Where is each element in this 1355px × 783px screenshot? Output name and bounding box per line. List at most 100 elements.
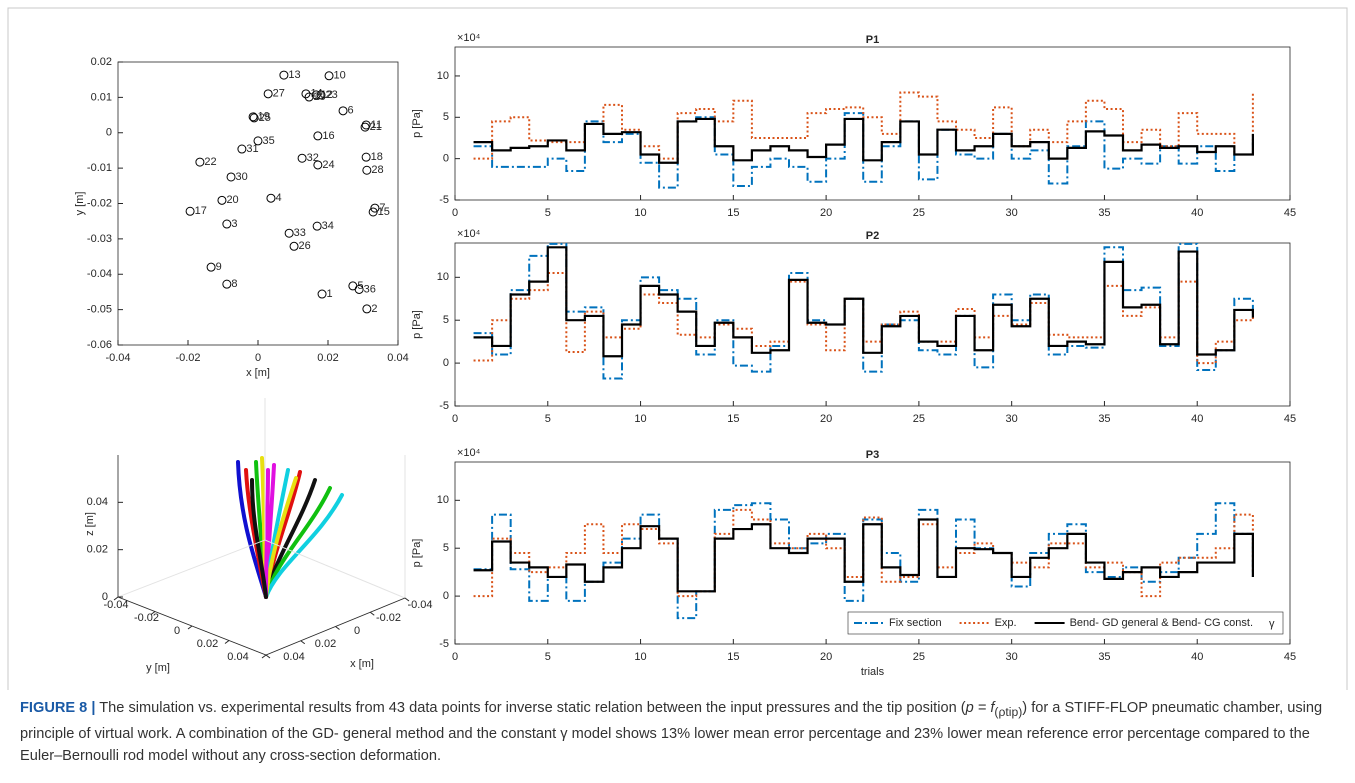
x-tick-label: 10 <box>634 207 646 219</box>
x-tick-label: 10 <box>634 413 646 425</box>
point-label: 18 <box>371 151 383 163</box>
point <box>217 195 227 205</box>
x-tick-label: 35 <box>1098 651 1110 663</box>
y-tick <box>261 654 267 659</box>
x-tick-label: -0.04 <box>105 352 130 364</box>
y-tick-label: 5 <box>443 111 449 123</box>
y-tick-label: 0 <box>106 127 112 139</box>
x-tick-label: 45 <box>1284 413 1296 425</box>
z-tick-label: 0.04 <box>87 496 108 508</box>
x-tick-label: 0 <box>452 207 458 219</box>
point-label: 13 <box>288 69 300 81</box>
y-tick-label: 10 <box>437 271 449 283</box>
x-axis-label: x [m] <box>246 367 270 379</box>
x-tick-label: 20 <box>820 207 832 219</box>
point-label: 32 <box>307 152 319 164</box>
x-tick <box>265 654 271 659</box>
caption-formula-sub: (ρtip) <box>994 704 1023 719</box>
x-tick-label: 0 <box>354 625 360 637</box>
point <box>368 207 378 217</box>
step-line <box>473 518 1254 593</box>
y-tick-label: 0.04 <box>227 651 248 663</box>
point-label: 36 <box>364 283 376 295</box>
point <box>253 136 263 146</box>
point-label: 2 <box>371 303 377 315</box>
y-tick-label: 0 <box>443 590 449 602</box>
x-tick-label: 0 <box>452 651 458 663</box>
point-label: 28 <box>371 164 383 176</box>
point-label: 1 <box>327 288 333 300</box>
x-tick-label: 10 <box>634 651 646 663</box>
x-tick-label: 20 <box>820 651 832 663</box>
y-tick-label: -5 <box>439 400 449 412</box>
point <box>237 144 247 154</box>
y-tick-label: 0 <box>174 625 180 637</box>
point <box>195 157 205 167</box>
z-tick-label: 0 <box>102 591 108 603</box>
y-tick-label: -0.04 <box>103 599 128 611</box>
x-tick-label: 40 <box>1191 207 1203 219</box>
x-tick-label: 45 <box>1284 207 1296 219</box>
legend-note: γ <box>1269 618 1275 630</box>
point <box>312 221 322 231</box>
x-tick-label: 25 <box>913 207 925 219</box>
y-tick-label: -0.02 <box>87 197 112 209</box>
x-tick-label: 0 <box>255 352 261 364</box>
x-axis-label: x [m] <box>350 658 374 670</box>
step-line <box>473 117 1254 164</box>
point <box>361 152 371 162</box>
y-axis-label: p [Pa] <box>411 310 423 339</box>
x-tick-label: 20 <box>820 413 832 425</box>
point-label: 8 <box>231 278 237 290</box>
point <box>266 193 276 203</box>
point <box>289 241 299 251</box>
point <box>360 122 370 132</box>
point-label: 7 <box>379 202 385 214</box>
x-tick-label: 45 <box>1284 651 1296 663</box>
point-label: 17 <box>195 205 207 217</box>
y-tick-label: 5 <box>443 314 449 326</box>
point <box>304 92 314 102</box>
x-tick <box>300 640 306 645</box>
point-label: 19 <box>258 111 270 123</box>
point <box>222 219 232 229</box>
point <box>313 131 323 141</box>
point-label: 11 <box>371 119 382 131</box>
caption-formula: p = f <box>965 700 995 716</box>
x-tick-label: 30 <box>1006 651 1018 663</box>
x-tick-label: 0.02 <box>317 352 338 364</box>
point <box>297 153 307 163</box>
point <box>206 262 216 272</box>
point-label: 26 <box>299 240 311 252</box>
point-label: 33 <box>294 227 306 239</box>
legend-box <box>847 611 1284 635</box>
point-label: 22 <box>204 156 216 168</box>
point-label: 35 <box>263 135 275 147</box>
point <box>226 172 236 182</box>
x-tick-label: 0.04 <box>283 651 304 663</box>
point-label: 15 <box>378 206 390 218</box>
caption-text: The simulation vs. experimental results … <box>99 700 966 716</box>
y-tick-label: 0.02 <box>197 638 218 650</box>
x-tick-label: 15 <box>727 651 739 663</box>
point-label: 6 <box>348 105 354 117</box>
y-tick <box>224 640 230 644</box>
y-tick-label: 10 <box>437 494 449 506</box>
point-label: 27 <box>273 88 285 100</box>
point <box>354 284 364 294</box>
point <box>263 89 273 99</box>
caption: FIGURE 8 | The simulation vs. experiment… <box>20 697 1338 767</box>
caption-text: ) for a STIFF-FLOP pneumatic chamber, us… <box>20 700 1323 764</box>
plot-area <box>454 46 1291 201</box>
y-tick-label: -0.04 <box>87 268 112 280</box>
x-tick-label: -0.02 <box>175 352 200 364</box>
point-label: 34 <box>322 220 334 232</box>
x-tick-label: 30 <box>1006 207 1018 219</box>
point <box>222 279 232 289</box>
y-axis-label: p [Pa] <box>411 109 423 138</box>
point-label: 20 <box>226 194 238 206</box>
y-multiplier: ×10⁴ <box>457 32 481 44</box>
point-label: 30 <box>236 171 248 183</box>
x-tick-label: 40 <box>1191 413 1203 425</box>
